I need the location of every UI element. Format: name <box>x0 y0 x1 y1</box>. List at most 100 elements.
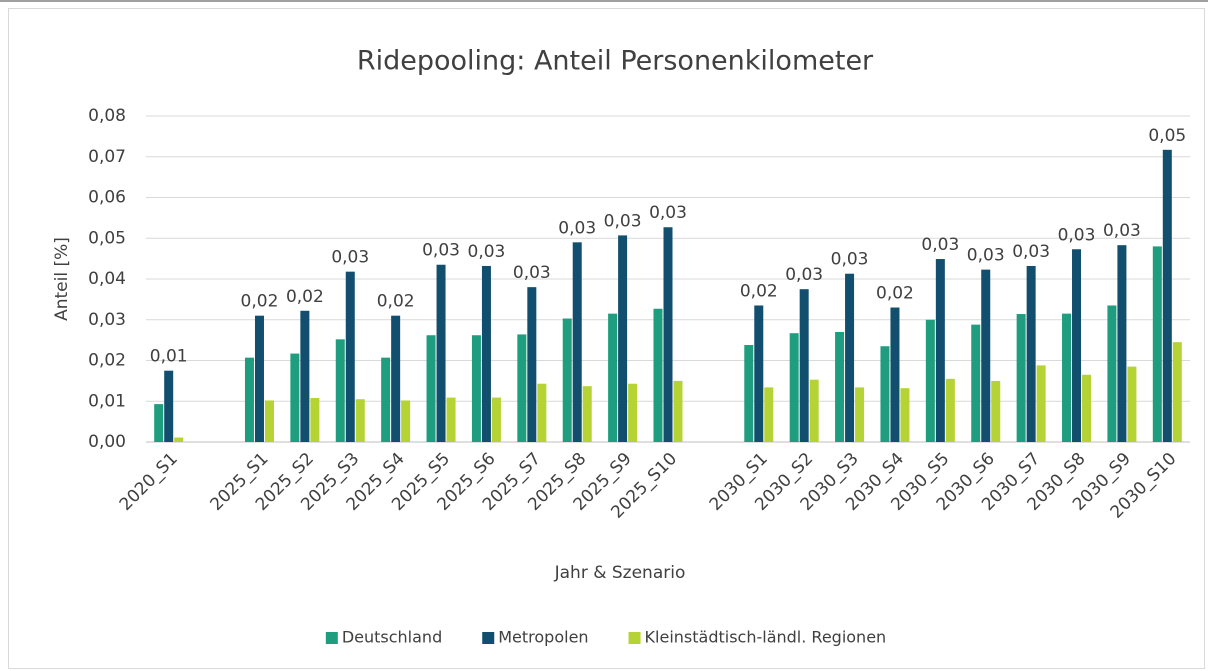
data-label: 0,03 <box>604 211 642 231</box>
bar <box>471 335 481 442</box>
data-label: 0,03 <box>1012 242 1050 262</box>
bar <box>981 269 991 442</box>
data-label: 0,03 <box>513 263 551 283</box>
bar <box>935 259 945 442</box>
bar <box>653 308 663 442</box>
data-label: 0,03 <box>649 203 687 223</box>
bar <box>345 271 355 442</box>
bar <box>310 397 320 442</box>
bar <box>562 318 572 442</box>
data-label: 0,03 <box>422 241 460 261</box>
legend-label: Deutschland <box>342 628 442 647</box>
bar <box>401 400 411 442</box>
bar <box>880 346 890 442</box>
legend-label: Metropolen <box>498 628 588 647</box>
y-tick-label: 0,07 <box>88 147 126 167</box>
bar <box>244 357 254 442</box>
bar <box>835 331 845 442</box>
y-tick-label: 0,04 <box>88 269 126 289</box>
bar <box>527 287 537 442</box>
bar <box>426 335 436 442</box>
y-tick-label: 0,05 <box>88 228 126 248</box>
bar <box>481 265 491 442</box>
legend-swatch <box>325 632 338 644</box>
legend-label: Kleinstädtisch-ländl. Regionen <box>645 628 887 647</box>
data-label: 0,03 <box>1058 225 1096 245</box>
data-label: 0,03 <box>967 246 1005 266</box>
bar <box>925 319 935 442</box>
bar <box>290 353 300 442</box>
bar <box>991 380 1001 442</box>
bar <box>335 339 345 442</box>
data-label: 0,03 <box>468 242 506 262</box>
data-label: 0,02 <box>740 281 778 301</box>
bar <box>1162 149 1172 442</box>
data-label: 0,03 <box>785 265 823 285</box>
bar <box>845 273 855 442</box>
bar <box>809 379 819 442</box>
data-label: 0,02 <box>286 287 324 307</box>
data-label: 0,03 <box>921 235 959 255</box>
data-label: 0,03 <box>558 218 596 238</box>
bar <box>799 289 809 442</box>
y-axis-title: Anteil [%] <box>52 237 72 321</box>
bar <box>971 324 981 442</box>
bar <box>436 264 446 442</box>
bar <box>537 383 547 442</box>
bar <box>582 386 592 442</box>
bar <box>1107 305 1117 442</box>
bar <box>300 310 310 442</box>
bar <box>154 404 164 442</box>
bar <box>355 399 365 442</box>
bar <box>1016 314 1026 442</box>
bar <box>1152 246 1162 442</box>
bar <box>517 334 527 442</box>
data-label: 0,02 <box>241 292 279 312</box>
y-tick-label: 0,01 <box>88 391 126 411</box>
bar <box>628 383 638 442</box>
bar <box>1026 265 1036 442</box>
bar <box>673 380 683 442</box>
bar <box>1036 365 1046 442</box>
data-label: 0,02 <box>876 284 914 304</box>
bar <box>1117 245 1127 442</box>
x-axis-title: Jahr & Szenario <box>554 563 686 583</box>
bar <box>754 305 764 442</box>
bar <box>174 437 184 442</box>
data-label: 0,01 <box>150 347 188 367</box>
bar <box>1072 249 1082 442</box>
chart-title: Ridepooling: Anteil Personenkilometer <box>357 46 874 77</box>
data-label: 0,02 <box>377 292 415 312</box>
bar <box>900 388 910 442</box>
data-label: 0,05 <box>1148 126 1186 146</box>
bar <box>608 313 618 442</box>
y-tick-label: 0,08 <box>88 106 126 126</box>
bar <box>789 333 799 442</box>
bar <box>264 400 274 442</box>
legend-swatch <box>628 632 641 644</box>
bar <box>1172 342 1182 442</box>
bar <box>381 357 391 442</box>
legend-swatch <box>482 632 495 644</box>
y-tick-label: 0,03 <box>88 310 126 330</box>
bar <box>254 315 264 442</box>
chart-frame <box>8 8 1205 669</box>
bar <box>945 378 955 442</box>
bar <box>744 345 754 442</box>
y-tick-label: 0,00 <box>88 432 126 452</box>
bar <box>446 397 456 442</box>
y-tick-label: 0,06 <box>88 188 126 208</box>
bar <box>663 227 673 442</box>
data-label: 0,03 <box>831 250 869 270</box>
bar <box>164 370 174 442</box>
bar <box>1082 374 1092 442</box>
bar <box>1062 313 1072 442</box>
bar <box>491 397 501 442</box>
bar <box>764 387 774 442</box>
x-tick-label: 2020_S1 <box>116 449 182 515</box>
bar <box>1127 366 1137 442</box>
bar <box>391 315 401 442</box>
bar <box>855 387 865 442</box>
data-label: 0,03 <box>1103 221 1141 241</box>
